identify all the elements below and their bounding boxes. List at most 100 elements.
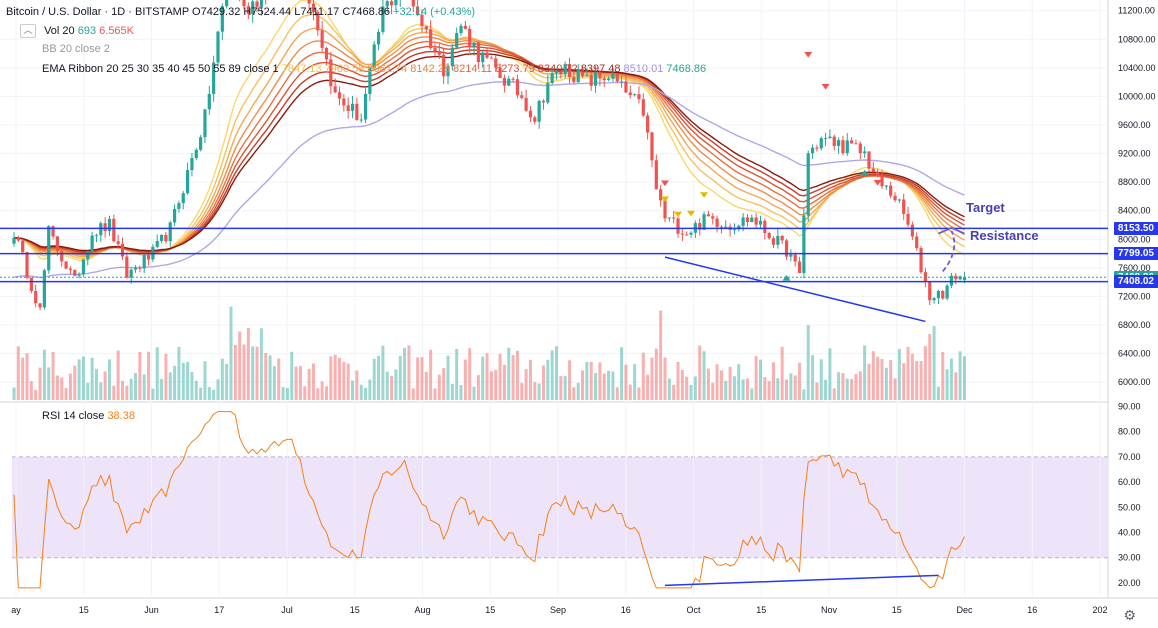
volume-bar: [802, 389, 806, 400]
volume-bar: [819, 359, 823, 400]
sell-marker: [821, 84, 830, 90]
volume-bar: [272, 366, 276, 400]
volume-bar: [351, 380, 355, 400]
candle-body: [780, 235, 784, 241]
volume-bar: [741, 379, 745, 400]
rsi-tick-label: 80.00: [1118, 427, 1141, 437]
candle-body: [255, 1, 259, 7]
volume-bar: [238, 331, 242, 400]
volume-bar: [390, 375, 394, 400]
volume-bar: [754, 356, 758, 400]
candle-body: [589, 75, 593, 86]
rsi-band: [12, 456, 1108, 559]
candle-body: [876, 172, 880, 177]
candle-body: [120, 243, 125, 257]
volume-bar: [264, 353, 268, 400]
volume-bar: [793, 375, 797, 400]
volume-bar: [672, 384, 676, 400]
rsi-tick-label: 20.00: [1118, 578, 1141, 588]
ema89-line: [13, 81, 965, 279]
volume-bar: [99, 382, 103, 400]
volume-bar: [845, 378, 849, 400]
ema-value: 7960.58: [321, 63, 365, 75]
candle-body: [563, 64, 567, 75]
candle-body: [659, 189, 663, 201]
candle-body: [251, 1, 255, 14]
volume-bar: [94, 368, 98, 400]
resistance-annotation[interactable]: Resistance: [970, 228, 1039, 243]
price-label[interactable]: 7799.05: [1113, 247, 1158, 261]
ema-value: 8061.74: [364, 63, 408, 75]
candle-body: [38, 303, 42, 308]
candle-body: [376, 31, 381, 45]
time-tick-label: Sep: [550, 605, 566, 615]
candle-body: [90, 235, 94, 252]
volume-bar: [515, 350, 519, 400]
candle-body: [47, 226, 51, 271]
volume-bar: [715, 364, 719, 400]
candle-body: [663, 200, 667, 219]
price-axis[interactable]: 11200.00 10800.00 10400.00 10000.00 9600.00 9…: [1118, 6, 1156, 588]
collapse-icon[interactable]: ︿: [20, 24, 36, 39]
candle-body: [363, 94, 368, 120]
volume-bar: [160, 378, 164, 400]
candle-body: [646, 115, 650, 133]
volume-bar: [945, 369, 949, 400]
candle-body: [507, 78, 511, 86]
volume-bar: [871, 351, 875, 400]
volume-bar: [77, 359, 81, 400]
candle-body: [68, 268, 73, 270]
volume-bar: [902, 363, 906, 400]
volume-bar: [416, 357, 420, 400]
ema-legend[interactable]: EMA Ribbon 20 25 30 35 40 45 50 55 89 cl…: [42, 62, 706, 76]
volume-bar: [42, 349, 46, 400]
candle-body: [745, 217, 750, 223]
ema-values: 7847.13 7960.58 8061.74 8142.28 8214.11 …: [282, 63, 706, 75]
settings-gear-icon[interactable]: ⚙: [1123, 607, 1136, 623]
volume-bar: [433, 388, 437, 400]
volume-value: 693: [77, 25, 97, 37]
candle-body: [433, 48, 437, 51]
rsi-legend[interactable]: RSI 14 close 38.38: [42, 409, 135, 423]
candle-body: [225, 0, 229, 7]
candle-body: [220, 6, 224, 32]
candle-body: [51, 226, 55, 237]
candle-body: [481, 52, 485, 63]
time-tick-label: Dec: [956, 605, 973, 615]
bb-legend[interactable]: BB 20 close 2: [42, 42, 110, 56]
price-tick-label: 8000.00: [1118, 234, 1151, 244]
volume-bar: [954, 372, 958, 400]
volume-bar: [450, 383, 454, 400]
volume-legend[interactable]: ︿ Vol 20 693 6.565K: [20, 24, 134, 39]
candle-body: [463, 25, 467, 29]
candle-body: [429, 29, 433, 49]
target-annotation[interactable]: Target: [966, 200, 1005, 215]
time-tick-label: 15: [485, 605, 495, 615]
price-tick-label: 8400.00: [1118, 206, 1151, 216]
candle-body: [537, 100, 541, 122]
volume-bar: [459, 385, 463, 400]
trend-lines[interactable]: [664, 226, 965, 323]
ema-ribbon: [13, 0, 965, 279]
candle-body: [12, 237, 16, 244]
volume-bar: [880, 358, 884, 400]
candle-body: [815, 147, 819, 149]
price-label[interactable]: 8153.50: [1113, 221, 1158, 235]
signal-markers: [661, 52, 882, 281]
price-label[interactable]: 7408.02: [1113, 275, 1158, 289]
price-tick-label: 9600.00: [1118, 120, 1151, 130]
volume-bar: [524, 369, 528, 400]
candle-body: [186, 170, 190, 194]
volume-bar: [285, 387, 289, 400]
candle-body: [77, 274, 81, 276]
horizontal-lines[interactable]: [0, 227, 1108, 283]
candle-body: [949, 275, 954, 286]
rsi-value: 38.38: [107, 410, 135, 422]
volume-bar: [919, 360, 923, 400]
volume-bar: [47, 367, 51, 400]
time-axis[interactable]: ay 15 Jun 17 Jul 15 Aug 15 Sep 16 Oct 15 Nov 15 Dec 16 2…: [11, 605, 1107, 615]
symbol-title: Bitcoin / U.S. Dollar · 1D · BITSTAMP: [6, 6, 189, 18]
candle-body: [889, 185, 893, 196]
volume-bar: [320, 381, 324, 400]
